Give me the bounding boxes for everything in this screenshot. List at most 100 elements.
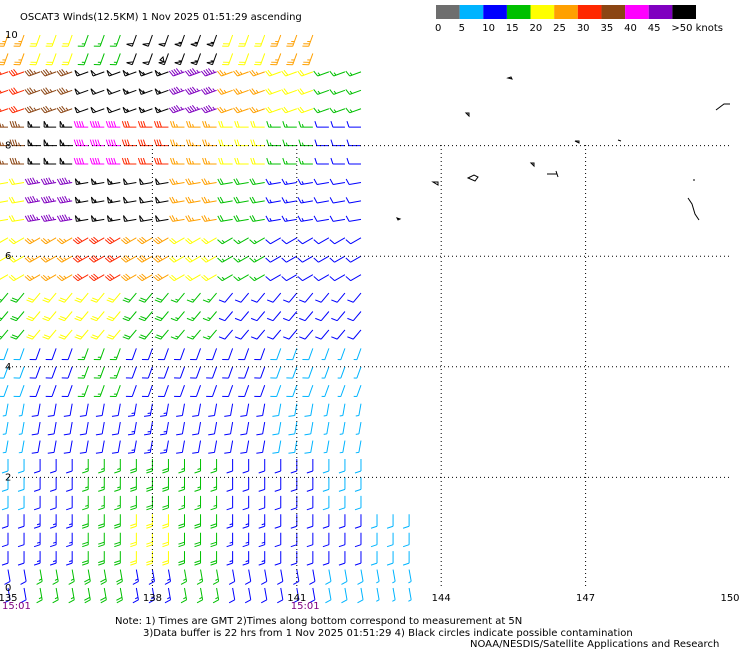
wind-barb — [386, 514, 394, 529]
wind-barb — [27, 157, 41, 165]
wind-barb — [222, 366, 234, 379]
wind-barb — [306, 514, 314, 529]
wind-barb — [137, 139, 153, 147]
wind-barb — [323, 422, 330, 435]
wind-barb — [228, 587, 236, 604]
wind-barb — [249, 106, 265, 114]
wind-barb — [104, 273, 121, 282]
wind-barb — [355, 440, 362, 454]
wind-barb — [338, 477, 346, 492]
wind-barb — [258, 514, 266, 529]
wind-barb — [0, 200, 9, 203]
wind-barb — [98, 458, 105, 474]
wind-barb — [90, 69, 105, 77]
wind-barb — [8, 68, 25, 77]
wind-barb — [154, 69, 169, 77]
wind-barb — [137, 121, 153, 128]
wind-barb — [242, 532, 250, 548]
wind-barb — [153, 157, 169, 165]
wind-barb — [249, 69, 265, 77]
wind-barb — [138, 311, 153, 322]
wind-barb — [68, 569, 75, 585]
wind-barb — [36, 569, 43, 585]
wind-barb — [125, 385, 137, 398]
wind-barb — [297, 178, 313, 186]
wind-barb — [0, 181, 9, 185]
wind-barb — [265, 197, 281, 204]
colorbar-label: 30 — [577, 23, 590, 34]
wind-barb — [74, 215, 89, 222]
wind-barb — [238, 366, 250, 379]
wind-barb — [0, 218, 9, 222]
wind-barb — [56, 214, 73, 222]
wind-barb — [77, 366, 89, 379]
wind-barb — [116, 587, 123, 604]
wind-barb — [153, 121, 169, 128]
wind-barb — [323, 440, 330, 454]
wind-barb — [13, 385, 25, 398]
wind-barb — [58, 329, 73, 340]
wind-barb — [224, 440, 234, 454]
wind-barb — [357, 569, 364, 585]
wind-barb — [347, 311, 362, 322]
wind-barb — [226, 551, 234, 566]
wind-barb — [29, 34, 41, 47]
wind-barb — [142, 34, 153, 47]
wind-barb — [210, 514, 218, 529]
wind-barb — [202, 121, 217, 128]
wind-barb — [56, 195, 73, 204]
wind-barb — [200, 68, 217, 77]
wind-barb — [266, 121, 281, 128]
wind-barb — [339, 422, 346, 435]
wind-barb — [73, 121, 89, 128]
wind-barb — [89, 157, 105, 165]
wind-barb — [74, 88, 89, 95]
wind-barb — [218, 139, 233, 147]
wind-barb — [290, 477, 298, 492]
wind-barb — [329, 70, 346, 77]
wind-barb — [8, 274, 25, 282]
wind-barb — [201, 178, 217, 186]
wind-barb — [286, 34, 298, 47]
wind-barb — [376, 569, 380, 584]
wind-barb — [170, 139, 185, 147]
wind-barb — [298, 139, 313, 147]
colorbar-segment — [554, 5, 578, 19]
wind-barb — [347, 292, 362, 303]
wind-barb — [26, 292, 41, 303]
wind-barb — [17, 477, 25, 492]
lon-label: 147 — [576, 593, 595, 604]
wind-barb — [59, 157, 73, 165]
wind-barb — [43, 120, 57, 128]
wind-barb — [162, 477, 169, 492]
wind-barb — [282, 121, 297, 128]
wind-barb — [178, 477, 185, 492]
wind-barb — [258, 458, 266, 474]
wind-barb — [158, 34, 169, 47]
wind-barb — [146, 477, 153, 492]
wind-barb — [13, 348, 25, 361]
wind-barb — [90, 311, 105, 322]
wind-barb — [218, 311, 234, 322]
wind-barb — [180, 569, 188, 585]
wind-barb — [281, 274, 298, 282]
wind-barb — [256, 440, 266, 454]
wind-barb — [338, 551, 346, 566]
wind-barb — [186, 121, 201, 128]
wind-barb — [302, 53, 314, 66]
wind-barb — [224, 403, 234, 417]
wind-barb — [260, 587, 268, 604]
wind-barb — [210, 551, 218, 566]
wind-barb — [354, 514, 362, 529]
wind-barb — [109, 366, 121, 379]
wind-barb — [402, 551, 410, 566]
wind-barb — [13, 53, 25, 66]
wind-barb — [66, 532, 73, 548]
wind-barb — [190, 34, 202, 47]
wind-barb — [1, 514, 9, 529]
wind-barb — [8, 255, 25, 263]
wind-barb — [33, 477, 41, 492]
wind-barb — [272, 440, 282, 454]
wind-barb — [154, 292, 169, 303]
wind-barb — [79, 403, 89, 417]
